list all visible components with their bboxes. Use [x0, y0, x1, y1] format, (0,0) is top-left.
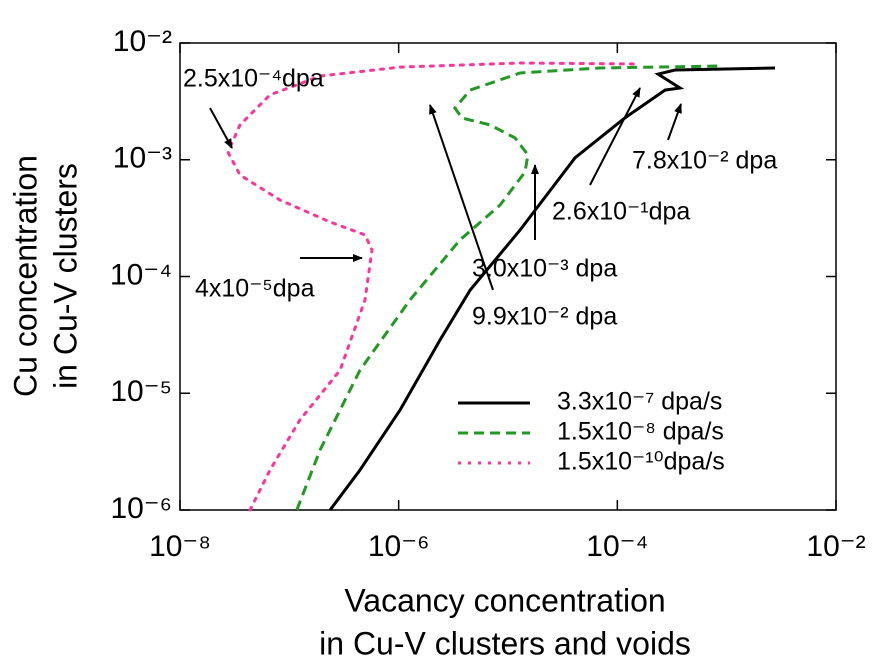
y-axis-label: Cu concentration — [7, 155, 43, 397]
x-tick-label: 10⁻² — [806, 530, 865, 563]
annotation: 2.6x10⁻¹dpa — [552, 198, 690, 226]
y-tick-label: 10⁻⁶ — [110, 492, 172, 525]
y-axis-label: in Cu-V clusters — [47, 163, 83, 389]
legend-label: 3.3x10⁻⁷ dpa/s — [557, 388, 722, 416]
legend-label: 1.5x10⁻¹⁰dpa/s — [557, 448, 725, 476]
annotation: 4x10⁻⁵dpa — [195, 275, 315, 303]
annotation-arrow — [429, 104, 494, 291]
x-axis-label: Vacancy concentration — [344, 582, 665, 618]
x-axis-label: in Cu-V clusters and voids — [319, 625, 691, 661]
annotation-arrow — [589, 87, 641, 186]
annotation: 2.5x10⁻⁴dpa — [183, 65, 324, 93]
annotation: 3.0x10⁻³ dpa — [472, 255, 617, 283]
annotation: 9.9x10⁻² dpa — [472, 303, 617, 331]
data-line — [295, 64, 721, 511]
legend-label: 1.5x10⁻⁸ dpa/s — [557, 418, 724, 446]
annotation-arrow — [209, 107, 233, 149]
y-tick-label: 10⁻³ — [113, 142, 172, 175]
data-line — [328, 66, 776, 511]
annotation: 7.8x10⁻² dpa — [632, 147, 777, 175]
y-tick-label: 10⁻² — [113, 25, 172, 58]
data-line — [226, 61, 642, 512]
x-tick-label: 10⁻⁴ — [586, 530, 648, 563]
annotation-arrow — [667, 103, 682, 141]
x-tick-label: 10⁻⁸ — [149, 530, 211, 563]
x-tick-label: 10⁻⁶ — [368, 530, 430, 563]
y-tick-label: 10⁻⁵ — [110, 375, 172, 408]
y-tick-label: 10⁻⁴ — [110, 258, 172, 291]
